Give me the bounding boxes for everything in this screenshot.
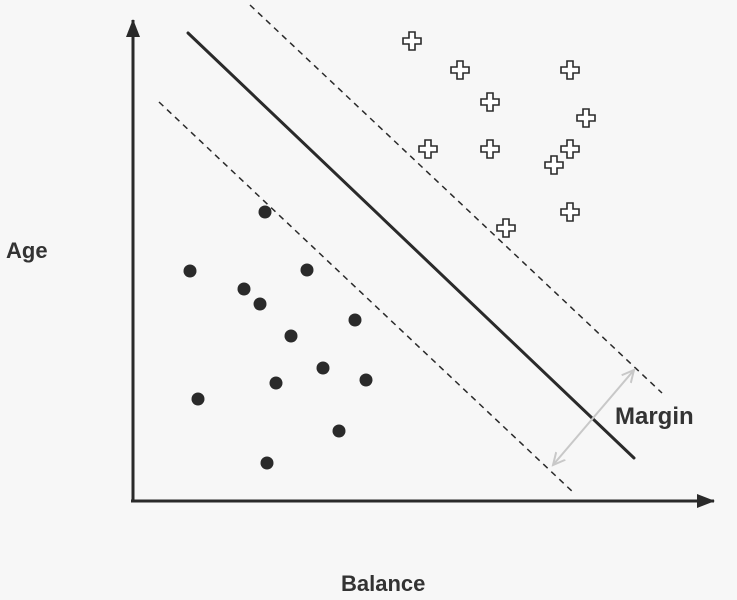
- filled-dot-point: [260, 456, 274, 470]
- filled-dot-point: [348, 313, 362, 327]
- margin-label: Margin: [615, 403, 694, 430]
- filled-dot-point: [258, 205, 272, 219]
- y-axis-label: Age: [6, 238, 48, 263]
- filled-dot-point: [183, 264, 197, 278]
- plus-point: [544, 155, 564, 175]
- plus-point: [418, 139, 438, 159]
- margin-line-upper: [249, 4, 663, 394]
- plus-point: [450, 60, 470, 80]
- filled-dot-point: [332, 424, 346, 438]
- filled-dot-point: [284, 329, 298, 343]
- filled-dot-point: [237, 282, 251, 296]
- x-axis-label: Balance: [341, 571, 425, 596]
- filled-dot-point: [359, 373, 373, 387]
- margin-line-lower: [158, 101, 576, 495]
- decision-boundary-line: [186, 31, 636, 460]
- filled-dot-point: [253, 297, 267, 311]
- plus-point: [496, 218, 516, 238]
- filled-dot-point: [269, 376, 283, 390]
- plus-point: [402, 31, 422, 51]
- margin-width-arrow: [553, 370, 634, 465]
- plus-point: [560, 60, 580, 80]
- filled-dot-point: [300, 263, 314, 277]
- plus-point: [480, 139, 500, 159]
- plus-point: [576, 108, 596, 128]
- plus-point: [560, 139, 580, 159]
- plot-layer: [158, 4, 663, 495]
- filled-dot-point: [191, 392, 205, 406]
- plus-point: [560, 202, 580, 222]
- filled-dot-point: [316, 361, 330, 375]
- plus-point: [480, 92, 500, 112]
